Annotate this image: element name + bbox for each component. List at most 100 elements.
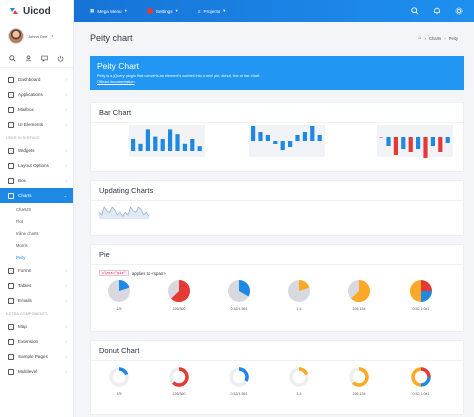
sidebar-item-tables[interactable]: Tables › [0, 278, 73, 293]
chevron-down-icon: ⌄ [63, 193, 67, 198]
pie-label: 1,4 [297, 307, 302, 311]
mega-menu[interactable]: ▦ Mega Menu ▾ [74, 0, 137, 22]
settings-badge-icon [146, 8, 153, 14]
sidebar-item-label: Box [18, 178, 26, 183]
logo[interactable]: Uicod [0, 0, 73, 22]
breadcrumb-peity: Peity [448, 35, 458, 41]
card-title: Donut Chart [91, 341, 463, 361]
chevron-down-icon: ▾ [124, 8, 127, 13]
user-panel[interactable]: Johnn Dee ▾ [0, 22, 73, 50]
pie-label: 0.52,1.041 [413, 392, 430, 396]
pie-charts: 1/5 226/360 0.52/1.561 1,4 226,134 0.52,1.041 [108, 280, 432, 311]
documentation-link[interactable]: Official documentation [97, 80, 135, 84]
breadcrumb-charts[interactable]: Charts [428, 35, 442, 41]
bar-mark [197, 146, 202, 151]
donut-mark [411, 367, 431, 387]
multilevel-icon [8, 368, 14, 375]
bar-mark [168, 129, 173, 151]
email-icon [8, 297, 14, 304]
bar-mark [302, 132, 307, 141]
donut-chart-card: Donut Chart 1/5 226/360 0.52/1.561 1,4 226,1… [90, 340, 464, 415]
sidebar-subitem-morris[interactable]: Morris [16, 242, 28, 248]
bar-chart-card: Bar Chart [90, 102, 464, 172]
bar-mark [430, 137, 435, 146]
sidebar-item-box[interactable]: Box › [0, 173, 73, 188]
bar-mark [295, 135, 300, 141]
pie-mark [348, 280, 370, 302]
home-icon[interactable]: ⌂ [418, 35, 422, 41]
chat-icon[interactable] [40, 54, 50, 64]
chevron-right-icon: › [65, 178, 67, 183]
pie-label: 1/5 [117, 307, 122, 311]
pie-description: class="pie" applies to <span> [99, 270, 166, 276]
sidebar-subitem-peity[interactable]: Peity [16, 254, 26, 260]
sidebar-item-sample-pages[interactable]: Sample Pages › [0, 349, 73, 364]
pie-label: 226,134 [353, 392, 366, 396]
bar-mark [317, 135, 322, 141]
chevron-right-icon: › [65, 148, 67, 153]
gear-icon[interactable] [454, 6, 464, 16]
pie-label: 0.52/1.561 [231, 392, 248, 396]
apps-icon [8, 91, 14, 98]
pie-label: 0.52/1.561 [231, 307, 248, 311]
chevron-right-icon: › [65, 107, 67, 112]
sidebar-item-dashboard[interactable]: Dashboard › [0, 72, 73, 87]
settings-menu[interactable]: Settings ▾ [137, 0, 188, 22]
chevron-right-icon: › [65, 283, 67, 288]
user-name[interactable]: Johnn Dee [28, 33, 48, 39]
bar-mark [175, 134, 180, 151]
extension-icon [8, 338, 14, 345]
chevron-down-icon: ▾ [175, 8, 178, 13]
sidebar-item-extension[interactable]: Extension › [0, 334, 73, 349]
search-icon[interactable] [410, 6, 420, 16]
pie-label: 1,4 [297, 392, 302, 396]
sidebar-item-forms[interactable]: Forms › [0, 263, 73, 278]
donut-charts: 1/5 226/360 0.52/1.561 1,4 226,134 0.52,1.041 [109, 367, 431, 396]
top-navbar: ▦ Mega Menu ▾ Settings ▾ ≡ Projects ▾ [74, 0, 474, 22]
pie-mark [288, 280, 310, 302]
power-icon[interactable] [56, 54, 66, 64]
sidebar-item-emails[interactable]: Emails › [0, 293, 73, 308]
map-icon [8, 323, 14, 330]
line-area [99, 207, 149, 219]
sidebar-subitem-flot[interactable]: Flot [16, 218, 23, 224]
bar-mark [265, 135, 270, 141]
card-title: Pie [91, 245, 463, 265]
donut-mark [349, 367, 369, 387]
sidebar-subitem-inline-charts[interactable]: Inline charts [16, 230, 39, 236]
user-icon[interactable] [23, 54, 33, 64]
bar-mark [288, 141, 293, 147]
sidebar-subitem-chartjs[interactable]: ChartJS [16, 206, 32, 212]
pie-label: 226/360 [173, 392, 186, 396]
sidebar-item-label: Emails [18, 298, 32, 303]
sidebar-item-ui-elements[interactable]: UI Elements › [0, 117, 73, 132]
sidebar-item-layout-options[interactable]: Layout Options › [0, 158, 73, 173]
avatar[interactable] [8, 28, 24, 44]
dashboard-icon [8, 76, 14, 83]
pages-icon [8, 353, 14, 360]
sidebar-item-applications[interactable]: Applications › [0, 87, 73, 102]
projects-menu[interactable]: ≡ Projects ▾ [188, 0, 236, 22]
box-icon [8, 177, 14, 184]
chevron-right-icon: › [65, 163, 67, 168]
logo-icon [9, 6, 19, 16]
sidebar-item-multilevel[interactable]: Multilevel › [0, 364, 73, 379]
bell-icon[interactable] [432, 6, 442, 16]
bar-mark [280, 141, 285, 150]
chevron-right-icon: › [65, 298, 67, 303]
sidebar-item-mailbox[interactable]: Mailbox › [0, 102, 73, 117]
sidebar-item-label: Multilevel [18, 369, 38, 374]
bar-mark [423, 137, 428, 158]
pie-label: 226,134 [353, 307, 366, 311]
chevron-down-icon[interactable]: ▾ [51, 34, 54, 38]
bar-mark [416, 137, 421, 149]
sidebar-item-widgets[interactable]: Widgets › [0, 143, 73, 158]
sidebar-item-map[interactable]: Map › [0, 319, 73, 334]
pie-mark [410, 280, 432, 302]
breadcrumb-separator: › [424, 35, 426, 41]
search-icon[interactable] [7, 54, 17, 64]
card-title: Bar Chart [91, 103, 463, 123]
bar-mark [408, 137, 413, 152]
sidebar-item-charts[interactable]: Charts ⌄ [0, 188, 73, 203]
page-header: Peity chart ⌂ › Charts › Peity [74, 22, 474, 54]
